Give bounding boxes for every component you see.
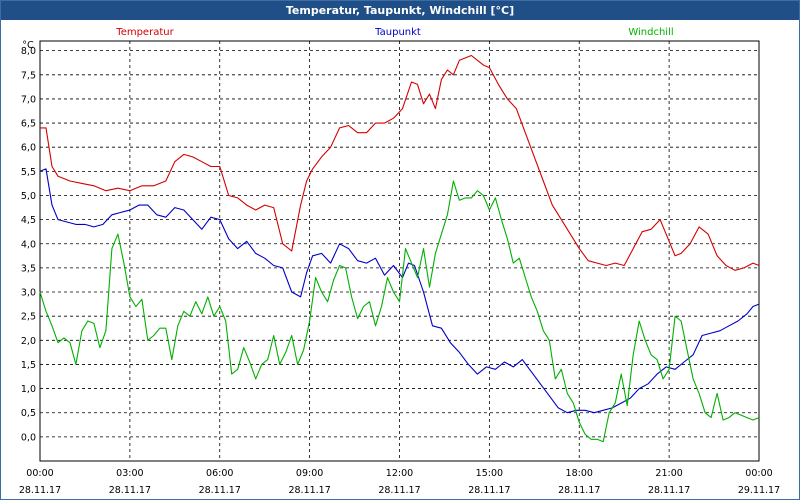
x-tick-time: 18:00 bbox=[566, 468, 593, 479]
x-tick-time: 03:00 bbox=[116, 468, 143, 479]
y-tick-label: 1,0 bbox=[21, 384, 36, 395]
x-tick-date: 28.11.17 bbox=[19, 485, 61, 496]
x-tick-date: 28.11.17 bbox=[109, 485, 151, 496]
x-tick-date: 28.11.17 bbox=[288, 485, 330, 496]
y-tick-label: 4,5 bbox=[21, 215, 36, 226]
y-tick-label: 0,0 bbox=[21, 432, 36, 443]
y-tick-label: 6,0 bbox=[21, 143, 36, 154]
series-line-temperatur bbox=[40, 54, 760, 271]
y-tick-label: 7,0 bbox=[21, 94, 36, 105]
y-tick-label: 8,0 bbox=[21, 46, 36, 57]
y-tick-label: 2,0 bbox=[21, 336, 36, 347]
y-axis-label: °C bbox=[22, 40, 34, 51]
x-tick-time: 09:00 bbox=[296, 468, 323, 479]
x-tick-time: 00:00 bbox=[26, 468, 53, 479]
x-tick-time: 21:00 bbox=[655, 468, 682, 479]
x-tick-date: 29.11.17 bbox=[738, 485, 780, 496]
legend-taupunkt: Taupunkt bbox=[374, 27, 421, 38]
legend-temperatur: Temperatur bbox=[115, 27, 174, 38]
y-tick-label: 0,5 bbox=[21, 408, 36, 419]
y-tick-label: 5,5 bbox=[21, 167, 36, 178]
y-tick-label: 6,5 bbox=[21, 119, 36, 130]
legend-windchill: Windchill bbox=[628, 27, 673, 38]
y-tick-label: 7,5 bbox=[21, 70, 36, 81]
y-tick-label: 3,5 bbox=[21, 263, 36, 274]
x-tick-date: 28.11.17 bbox=[199, 485, 241, 496]
y-tick-label: 3,0 bbox=[21, 288, 36, 299]
window-title: Temperatur, Taupunkt, Windchill [°C] bbox=[1, 1, 799, 20]
y-tick-label: 2,5 bbox=[21, 312, 36, 323]
chart-area: 0,0 0,5 1,0 1,5 2,0 2,5 3,0 3,5 4,0 4,5 5,0 5,5 6,0 6… bbox=[19, 27, 780, 496]
series-line-windchill bbox=[39, 180, 760, 443]
x-tick-date: 28.11.17 bbox=[468, 485, 510, 496]
y-tick-label: 1,5 bbox=[21, 360, 36, 371]
x-tick-time: 12:00 bbox=[386, 468, 413, 479]
x-tick-time: 06:00 bbox=[206, 468, 233, 479]
x-tick-date: 28.11.17 bbox=[378, 485, 420, 496]
y-tick-label: 5,0 bbox=[21, 191, 36, 202]
y-tick-label: 4,0 bbox=[21, 239, 36, 250]
x-tick-date: 28.11.17 bbox=[558, 485, 600, 496]
x-tick-time: 00:00 bbox=[745, 468, 772, 479]
series-line-taupunkt bbox=[39, 168, 760, 414]
x-tick-time: 15:00 bbox=[476, 468, 503, 479]
x-tick-date: 28.11.17 bbox=[648, 485, 690, 496]
